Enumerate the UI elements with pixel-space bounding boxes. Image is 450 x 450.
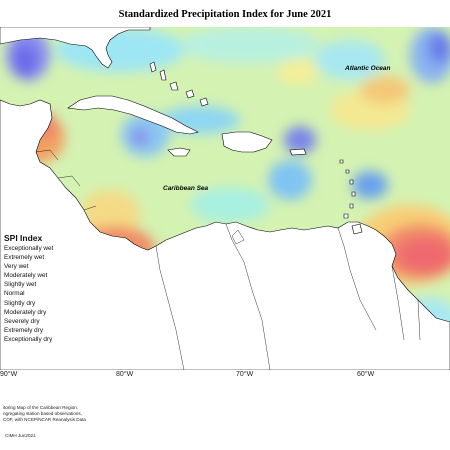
footer-line: ngregating station based observations, <box>3 411 82 416</box>
spi-map: Atlantic Ocean Caribbean Sea <box>0 27 450 370</box>
legend-item: Very wet <box>4 263 29 271</box>
map-title: Standardized Precipitation Index for Jun… <box>118 9 332 20</box>
land-central-america <box>0 99 450 370</box>
legend-item: Moderately wet <box>4 272 48 280</box>
land <box>0 27 450 370</box>
land-jamaica <box>167 147 191 157</box>
axis-label-60w: 60°W <box>357 371 375 378</box>
land-puerto-rico <box>289 148 307 156</box>
label-caribbean-sea: Caribbean Sea <box>163 185 209 192</box>
legend-item: Extremely wet <box>4 254 45 262</box>
footer-line: itoring Map of the Caribbean Region. <box>3 405 79 410</box>
axis-label-90w: 90°W <box>0 371 18 378</box>
legend-item: Moderately dry <box>4 308 47 316</box>
axis-label-70w: 70°W <box>236 371 254 378</box>
land-florida <box>0 27 151 69</box>
land-bahamas <box>149 61 209 107</box>
borders <box>35 149 421 370</box>
footer-date: CIMH Jun2021 <box>5 433 36 438</box>
footer-credits: itoring Map of the Caribbean Region. ngr… <box>3 405 86 423</box>
land-lesser-antilles <box>339 159 356 219</box>
legend: SPI Index Exceptionally wet Extremely wet… <box>0 233 53 344</box>
legend-item: Severely dry <box>4 317 40 325</box>
legend-item: Slightly wet <box>4 281 37 289</box>
legend-item: Extremely dry <box>4 326 44 334</box>
legend-title: SPI Index <box>4 233 43 243</box>
legend-item: Slightly dry <box>4 299 36 307</box>
land-cuba <box>67 95 199 135</box>
land-trinidad <box>351 223 363 235</box>
label-atlantic-ocean: Atlantic Ocean <box>344 65 391 72</box>
legend-item: Exceptionally wet <box>4 245 54 252</box>
legend-item: Normal <box>4 290 25 298</box>
legend-item: Exceptionally dry <box>4 335 53 343</box>
land-hispaniola <box>221 131 273 153</box>
footer-line: COF, with NCEP/NCAR Reanalysis Data <box>3 417 86 422</box>
axis-label-80w: 80°W <box>116 371 134 378</box>
